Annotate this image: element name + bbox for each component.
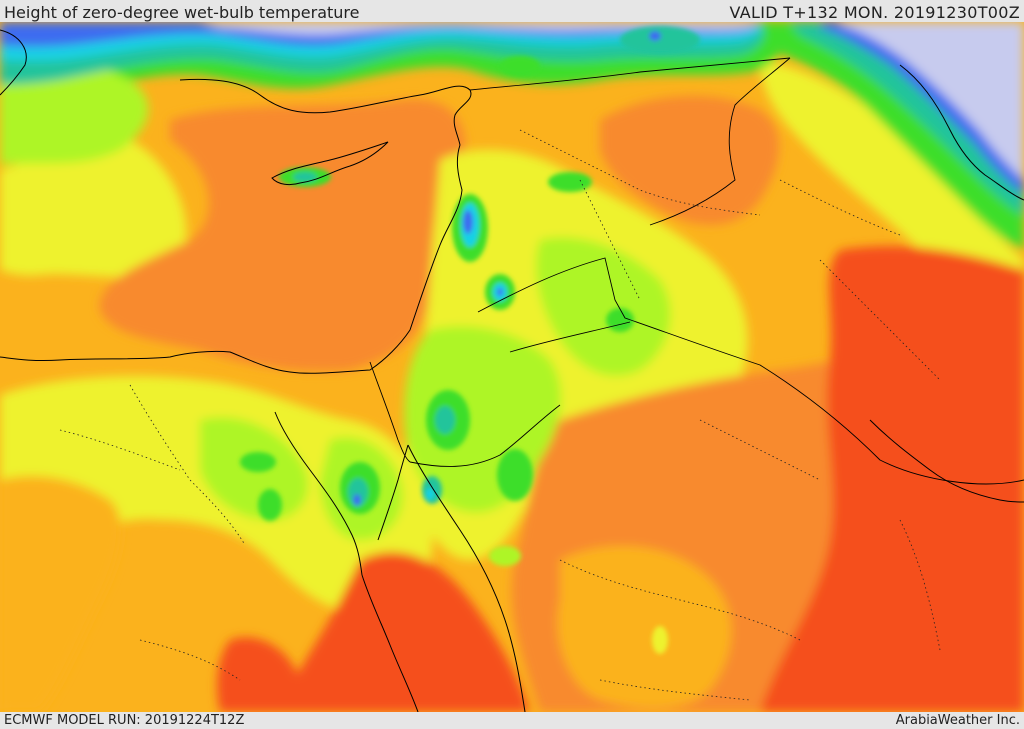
coastline-redsea-east — [407, 444, 526, 712]
border-jordan-saudi — [409, 404, 561, 467]
coastline-gulf-of-suez — [274, 411, 363, 576]
field-blob-redsea-lime — [489, 546, 521, 566]
field-blob-turkey-teal — [620, 26, 700, 54]
field-lime-iraq — [536, 237, 671, 376]
coastlines — [0, 29, 1024, 712]
border-turkey-syria — [469, 57, 791, 91]
coastline-cyprus — [271, 141, 389, 186]
field-blob-sinai-blue — [353, 494, 361, 506]
field-redorange-med — [99, 99, 466, 372]
coastline-levant — [0, 144, 463, 374]
field-blob-ksa-lime — [652, 626, 668, 654]
coastline-caspian — [899, 64, 1024, 201]
internal-boundaries — [59, 129, 941, 701]
field-orange-ne — [600, 96, 779, 225]
coastline-sinai-east — [377, 444, 409, 541]
field-deepred-redsea — [280, 552, 530, 712]
field-lavender-north — [200, 22, 760, 36]
field-blob-egypt2 — [258, 489, 282, 521]
field-blob-syria1-blue — [497, 288, 503, 296]
border-jordan-iraq — [509, 321, 631, 353]
field-lavender-ne — [840, 22, 1024, 180]
coastline-persian-gulf — [869, 419, 1024, 503]
border-egypt-israel — [369, 361, 411, 463]
border-syria-iraq — [477, 257, 1024, 485]
field-lime-north — [0, 56, 149, 165]
field-blob-aqaba-cyan — [426, 488, 434, 500]
field-deepred-east — [760, 246, 1024, 712]
field-blob-turkey-green — [500, 56, 540, 76]
border-iraq-iran — [649, 57, 791, 226]
field-yellow-west — [0, 134, 187, 277]
map-title: Height of zero-degree wet-bulb temperatu… — [4, 3, 360, 22]
field-blob-cyprus-core — [293, 172, 317, 182]
wet-bulb-zero-height-map — [0, 22, 1024, 712]
field-deepred-sw — [217, 637, 300, 712]
field-blob-sinai-teal — [348, 478, 368, 506]
model-run-label: ECMWF MODEL RUN: 20191224T12Z — [4, 713, 245, 728]
coastline-redsea-west — [361, 574, 419, 712]
credit-label: ArabiaWeather Inc. — [895, 713, 1020, 728]
field-blob-iraq1 — [548, 172, 592, 192]
field-blob-jordan2 — [497, 449, 533, 501]
field-orange-sw-arabia — [557, 546, 732, 709]
field-blob-egypt1 — [240, 452, 276, 472]
field-orange-egypt — [0, 476, 121, 712]
field-blob-jordan1-teal — [435, 406, 455, 434]
coastline-turkey-south — [179, 78, 472, 146]
borders — [369, 57, 1024, 485]
field-blob-lebanon-blue — [463, 210, 473, 234]
field-blob-turkey-blue — [649, 31, 661, 41]
coastline-aegean — [0, 29, 27, 96]
valid-time-label: VALID T+132 MON. 20191230T00Z — [729, 3, 1020, 22]
